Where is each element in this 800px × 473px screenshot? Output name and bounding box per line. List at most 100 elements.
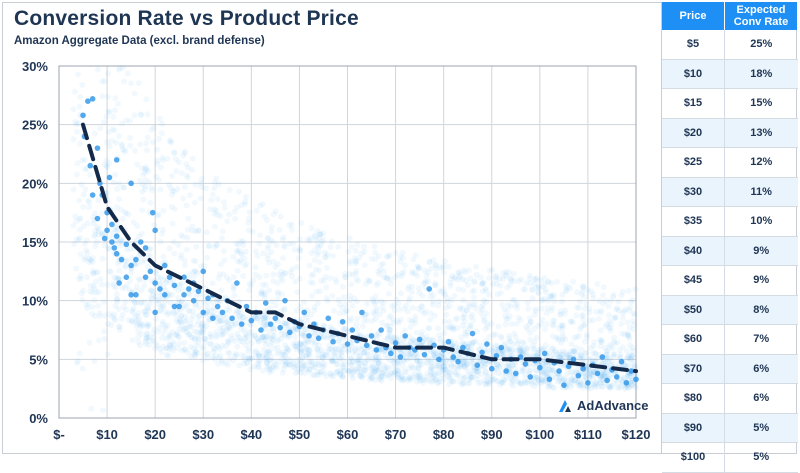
scatter-cloud-point (542, 286, 549, 293)
scatter-cloud-point (503, 363, 510, 370)
scatter-cloud-point (445, 373, 452, 379)
scatter-cloud-point (577, 382, 583, 389)
scatter-cloud-point (321, 254, 328, 261)
scatter-cloud-point (337, 348, 344, 355)
scatter-cloud-point (467, 323, 474, 329)
scatter-cloud-point (361, 359, 368, 366)
scatter-cloud-point (408, 289, 415, 295)
scatter-cloud-point (150, 330, 157, 337)
scatter-cloud-point (396, 306, 403, 313)
scatter-cloud-point (196, 304, 203, 311)
scatter-cloud-point (321, 351, 328, 358)
scatter-cloud-point (369, 318, 376, 324)
scatter-point (570, 356, 577, 363)
scatter-cloud-point (468, 311, 475, 318)
scatter-cloud-point (211, 346, 218, 353)
scatter-cloud-point (420, 380, 427, 386)
scatter-cloud-point (489, 281, 496, 288)
scatter-cloud-point (184, 349, 191, 356)
scatter-cloud-point (196, 336, 202, 342)
scatter-cloud-point (520, 286, 527, 293)
scatter-cloud-point (244, 360, 251, 367)
scatter-cloud-point (361, 262, 368, 268)
scatter-cloud-point (400, 376, 407, 383)
scatter-cloud-point (219, 342, 226, 349)
scatter-cloud-point (589, 357, 596, 364)
scatter-cloud-point (138, 165, 145, 172)
scatter-point (142, 245, 149, 251)
scatter-cloud-point (110, 283, 117, 290)
scatter-cloud-point (580, 283, 587, 290)
scatter-cloud-point (386, 326, 393, 333)
scatter-cloud-point (540, 372, 547, 379)
scatter-cloud-point (588, 288, 595, 295)
scatter-cloud-point (213, 342, 220, 349)
scatter-cloud-point (124, 257, 130, 264)
scatter-cloud-point (527, 336, 533, 343)
scatter-cloud-point (119, 215, 126, 222)
scatter-cloud-point (427, 359, 434, 366)
scatter-cloud-point (314, 242, 321, 249)
scatter-cloud-point (184, 234, 191, 241)
scatter-cloud-point (266, 347, 273, 354)
scatter-cloud-point (531, 338, 538, 345)
scatter-cloud-point (522, 376, 528, 383)
scatter-cloud-point (589, 372, 596, 379)
scatter-cloud-point (531, 325, 538, 332)
scatter-cloud-point (597, 379, 604, 385)
scatter-cloud-point (139, 181, 146, 188)
scatter-cloud-point (456, 272, 463, 279)
scatter-cloud-point (406, 283, 412, 290)
scatter-cloud-point (83, 302, 90, 309)
scatter-cloud-point (281, 332, 288, 339)
scatter-cloud-point (166, 331, 173, 338)
scatter-cloud-point (430, 257, 437, 264)
scatter-cloud-point (179, 327, 186, 334)
scatter-cloud-point (592, 350, 599, 357)
scatter-cloud-point (463, 358, 470, 365)
scatter-cloud-point (291, 333, 298, 340)
scatter-cloud-point (105, 246, 112, 252)
scatter-cloud-point (626, 307, 633, 314)
scatter-cloud-point (508, 321, 515, 327)
scatter-point (522, 361, 529, 367)
scatter-cloud-point (439, 361, 446, 367)
scatter-cloud-point (353, 276, 360, 283)
scatter-cloud-point (308, 362, 315, 369)
scatter-cloud-point (330, 253, 336, 259)
scatter-cloud-point (580, 382, 587, 389)
scatter-cloud-point (101, 312, 108, 319)
scatter-cloud-point (199, 321, 206, 328)
scatter-cloud-point (221, 204, 228, 211)
scatter-cloud-point (324, 332, 331, 339)
scatter-cloud-point (498, 350, 505, 357)
scatter-cloud-point (399, 255, 406, 262)
scatter-cloud-point (413, 351, 420, 358)
scatter-cloud-point (391, 307, 398, 314)
scatter-cloud-point (261, 333, 268, 340)
scatter-cloud-point (558, 351, 565, 358)
scatter-cloud-point (83, 247, 90, 254)
scatter-cloud-point (441, 318, 448, 325)
scatter-cloud-point (590, 342, 597, 349)
scatter-cloud-point (297, 369, 304, 376)
scatter-cloud-point (162, 280, 169, 287)
plot-border (58, 65, 637, 419)
scatter-cloud-point (293, 307, 300, 314)
scatter-cloud-point (619, 310, 626, 316)
scatter-cloud-point (145, 342, 152, 349)
scatter-cloud-point (233, 352, 240, 359)
scatter-point (214, 303, 221, 310)
scatter-cloud-point (373, 332, 380, 339)
scatter-cloud-point (378, 377, 385, 384)
scatter-cloud-point (245, 345, 252, 352)
scatter-cloud-point (248, 340, 255, 347)
scatter-cloud-point (116, 239, 123, 246)
trend-line (81, 122, 638, 374)
scatter-cloud-point (324, 264, 330, 271)
scatter-cloud-point (178, 312, 185, 319)
scatter-cloud-point (469, 288, 476, 295)
scatter-cloud-point (295, 255, 302, 262)
scatter-cloud-point (143, 140, 150, 147)
scatter-cloud-point (348, 281, 355, 288)
